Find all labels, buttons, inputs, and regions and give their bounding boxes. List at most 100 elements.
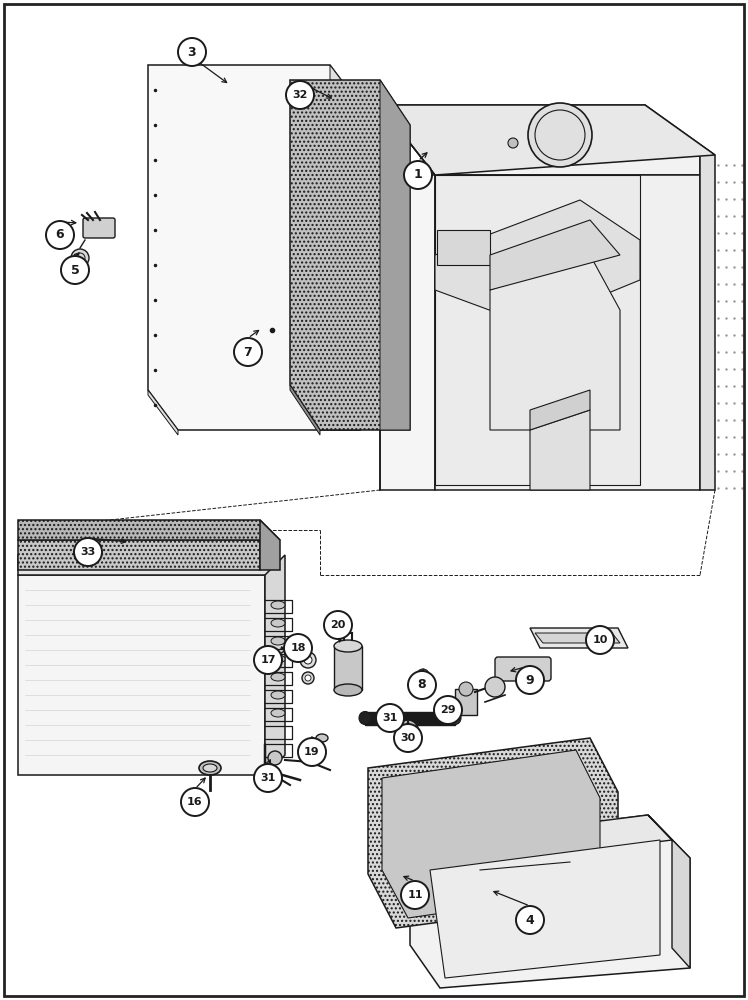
Text: 10: 10 [592, 635, 607, 645]
Polygon shape [380, 105, 715, 175]
Ellipse shape [334, 640, 362, 652]
FancyBboxPatch shape [83, 218, 115, 238]
Circle shape [408, 671, 436, 699]
Text: 4: 4 [526, 914, 534, 926]
Text: 3: 3 [188, 45, 196, 58]
Circle shape [394, 724, 422, 752]
Polygon shape [530, 628, 628, 648]
Circle shape [404, 161, 432, 189]
Polygon shape [490, 255, 620, 430]
Text: 11: 11 [407, 890, 423, 900]
Circle shape [61, 256, 89, 284]
Text: 9: 9 [526, 674, 534, 686]
Circle shape [74, 538, 102, 566]
Ellipse shape [271, 709, 285, 717]
Circle shape [586, 626, 614, 654]
Polygon shape [148, 65, 360, 430]
Ellipse shape [271, 673, 285, 681]
Ellipse shape [271, 691, 285, 699]
Circle shape [300, 652, 316, 668]
Circle shape [46, 221, 74, 249]
Ellipse shape [334, 684, 362, 696]
Circle shape [398, 720, 418, 740]
Polygon shape [380, 105, 700, 175]
Circle shape [268, 751, 282, 765]
Ellipse shape [316, 734, 328, 742]
Circle shape [324, 611, 352, 639]
Circle shape [298, 738, 326, 766]
Circle shape [304, 656, 312, 664]
Circle shape [417, 669, 429, 681]
Text: 30: 30 [400, 733, 416, 743]
Circle shape [516, 666, 544, 694]
Text: 33: 33 [80, 547, 96, 557]
Text: 31: 31 [260, 773, 276, 783]
Text: 16: 16 [187, 797, 203, 807]
Text: 20: 20 [331, 620, 346, 630]
Circle shape [403, 725, 413, 735]
Polygon shape [435, 175, 640, 485]
Text: 7: 7 [244, 346, 252, 359]
Circle shape [178, 38, 206, 66]
Circle shape [254, 764, 282, 792]
Polygon shape [265, 555, 285, 775]
Ellipse shape [449, 712, 461, 724]
Polygon shape [18, 540, 260, 570]
Polygon shape [290, 385, 320, 435]
Polygon shape [455, 689, 477, 715]
Text: 31: 31 [382, 713, 398, 723]
Circle shape [234, 338, 262, 366]
Polygon shape [530, 390, 590, 430]
FancyBboxPatch shape [495, 657, 551, 681]
Polygon shape [260, 520, 280, 570]
Text: 19: 19 [304, 747, 320, 757]
Text: 17: 17 [260, 655, 276, 665]
Polygon shape [334, 646, 362, 690]
Circle shape [302, 672, 314, 684]
Text: 1: 1 [414, 168, 423, 182]
Polygon shape [18, 575, 265, 775]
Ellipse shape [199, 761, 221, 775]
Circle shape [434, 696, 462, 724]
Circle shape [254, 646, 282, 674]
Circle shape [528, 103, 592, 167]
Polygon shape [435, 175, 700, 490]
Ellipse shape [271, 655, 285, 663]
Text: 6: 6 [55, 229, 64, 241]
Polygon shape [535, 633, 620, 643]
Ellipse shape [203, 764, 217, 772]
Polygon shape [410, 815, 690, 988]
Circle shape [286, 81, 314, 109]
Polygon shape [648, 815, 690, 968]
Polygon shape [410, 815, 672, 870]
Circle shape [459, 682, 473, 696]
Polygon shape [430, 840, 660, 978]
Ellipse shape [271, 637, 285, 645]
Polygon shape [530, 410, 590, 490]
Circle shape [381, 705, 395, 719]
Polygon shape [382, 750, 600, 918]
Text: 32: 32 [292, 90, 307, 100]
Polygon shape [645, 105, 715, 490]
Text: 18: 18 [290, 643, 306, 653]
Circle shape [401, 881, 429, 909]
Polygon shape [18, 520, 280, 540]
Circle shape [181, 788, 209, 816]
Polygon shape [368, 738, 618, 928]
Ellipse shape [359, 712, 371, 724]
Polygon shape [437, 230, 490, 265]
Circle shape [305, 675, 311, 681]
Circle shape [376, 704, 404, 732]
Circle shape [516, 906, 544, 934]
Text: 5: 5 [70, 263, 79, 276]
Text: 8: 8 [417, 678, 426, 692]
Text: 29: 29 [440, 705, 456, 715]
Ellipse shape [271, 619, 285, 627]
Polygon shape [18, 555, 280, 575]
Circle shape [508, 138, 518, 148]
Ellipse shape [271, 601, 285, 609]
Polygon shape [330, 65, 360, 430]
Circle shape [71, 249, 89, 267]
Polygon shape [148, 390, 178, 435]
Polygon shape [490, 220, 620, 290]
